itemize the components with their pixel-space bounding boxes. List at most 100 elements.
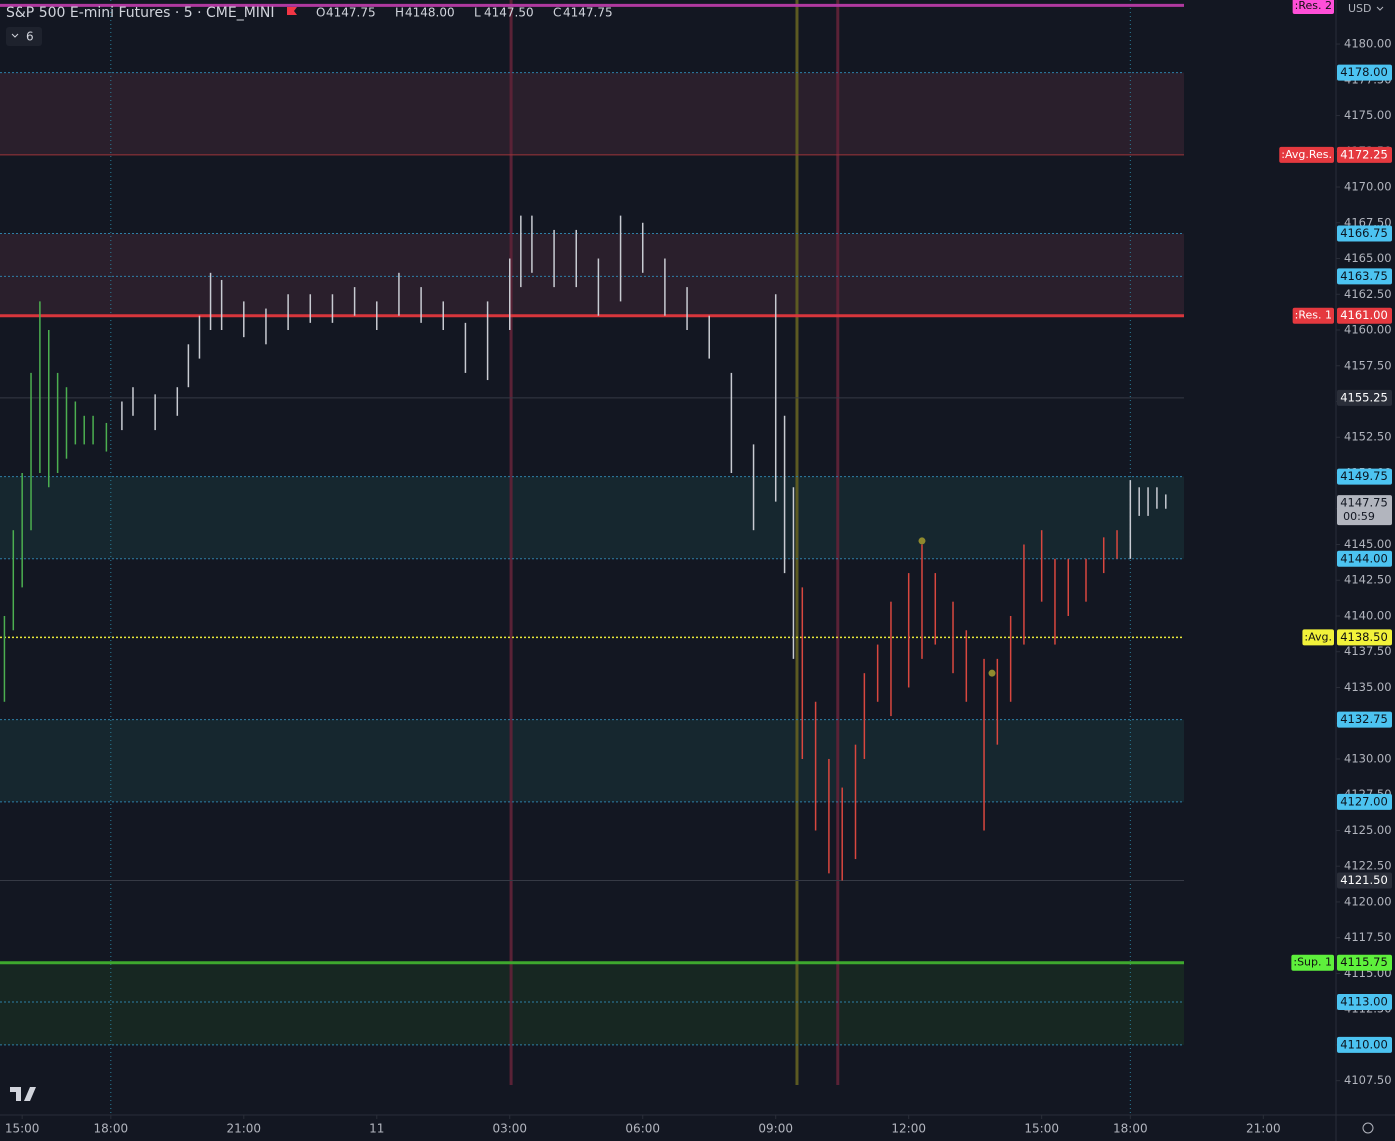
price-label: 4121.50 xyxy=(1340,873,1388,887)
y-tick-label: 4162.50 xyxy=(1344,287,1392,301)
price-label: 4155.25 xyxy=(1340,390,1388,404)
logo-mark xyxy=(10,1087,36,1101)
y-tick-label: 4137.50 xyxy=(1344,644,1392,658)
y-tick-label: 4130.00 xyxy=(1344,751,1392,765)
price-label-bg xyxy=(1337,954,1392,971)
x-tick-label: 09:00 xyxy=(758,1122,793,1136)
symbol-title: S&P 500 E-mini Futures · 5 · CME_MINI xyxy=(6,5,275,21)
price-label: 4127.00 xyxy=(1340,794,1388,808)
price-label-bg xyxy=(1337,793,1392,810)
currency[interactable]: USD xyxy=(1348,2,1372,15)
zone xyxy=(0,719,1184,802)
price-label: 4166.75 xyxy=(1340,226,1388,240)
price-label: 4144.00 xyxy=(1340,551,1388,565)
y-tick-label: 4107.50 xyxy=(1344,1073,1392,1087)
x-tick-label: 18:00 xyxy=(1113,1122,1148,1136)
price-label: 4115.75 xyxy=(1340,955,1388,969)
x-tick-label: 15:00 xyxy=(1024,1122,1059,1136)
price-label-bg xyxy=(1337,268,1392,285)
level-name-bg xyxy=(1291,954,1334,971)
price-label: 4149.75 xyxy=(1340,469,1388,483)
y-tick-label: 4175.00 xyxy=(1344,108,1392,122)
price-label: 4113.00 xyxy=(1340,995,1388,1009)
ohlc-key: C xyxy=(553,6,561,20)
price-label-bg xyxy=(1337,872,1392,889)
x-tick-label: 06:00 xyxy=(625,1122,660,1136)
price-label-bg xyxy=(1337,711,1392,728)
ohlc-key: H xyxy=(395,6,404,20)
chevron xyxy=(11,33,19,38)
price-label: 4132.75 xyxy=(1340,712,1388,726)
price-label-bg xyxy=(1337,550,1392,567)
price-label: 4172.25 xyxy=(1340,147,1388,161)
flag-icon xyxy=(287,7,297,15)
ohlc-value: 4147.75 xyxy=(326,6,376,20)
ohlc-key: L xyxy=(474,6,481,20)
y-tick-label: 4180.00 xyxy=(1344,37,1392,51)
y-tick-label: 4165.00 xyxy=(1344,251,1392,265)
price-label-bg xyxy=(1337,146,1392,163)
logo xyxy=(10,1087,36,1101)
indicator-toggle[interactable] xyxy=(6,27,42,46)
level-name: :Avg.Res. xyxy=(1281,148,1332,161)
y-tick-label: 4160.00 xyxy=(1344,323,1392,337)
level-name-bg xyxy=(1292,307,1334,324)
ohlc-value: 4147.75 xyxy=(563,6,613,20)
y-tick-label: 4140.00 xyxy=(1344,608,1392,622)
x-tick-label: 12:00 xyxy=(891,1122,926,1136)
y-tick-label: 4157.50 xyxy=(1344,358,1392,372)
signal-dot xyxy=(918,537,926,545)
zone xyxy=(0,476,1184,559)
signal-dot xyxy=(988,669,996,677)
y-tick-label: 4125.00 xyxy=(1344,823,1392,837)
ohlc-key: O xyxy=(316,6,325,20)
price-label-bg xyxy=(1337,225,1392,242)
y-tick-label: 4142.50 xyxy=(1344,573,1392,587)
x-tick-label: 18:00 xyxy=(94,1122,129,1136)
zone xyxy=(0,233,1184,316)
y-tick-label: 4145.00 xyxy=(1344,537,1392,551)
y-tick-label: 4120.00 xyxy=(1344,894,1392,908)
current-price: 4147.75 xyxy=(1340,496,1388,510)
chevron xyxy=(1376,6,1384,11)
level-name: :Res. 2 xyxy=(1295,0,1332,12)
settings-icon[interactable] xyxy=(1362,1122,1374,1134)
level-name: :Res. 1 xyxy=(1295,309,1332,322)
x-tick-label: 21:00 xyxy=(1246,1122,1281,1136)
price-label: 4178.00 xyxy=(1340,65,1388,79)
price-label-bg xyxy=(1337,307,1392,324)
y-tick-label: 4122.50 xyxy=(1344,859,1392,873)
zone xyxy=(0,962,1184,1045)
y-tick-label: 4152.50 xyxy=(1344,430,1392,444)
level-name: :Avg. xyxy=(1304,630,1332,643)
ohlc: O 4147.75 H 4148.00 L 4147.50 C 4147.75 xyxy=(316,6,613,20)
level-name-bg xyxy=(1279,146,1334,163)
x-tick-label: 15:00 xyxy=(5,1122,40,1136)
level-name: :Sup. 1 xyxy=(1293,956,1332,969)
level-name-bg xyxy=(1302,629,1334,646)
x-tick-label: 03:00 xyxy=(492,1122,527,1136)
level-name-bg xyxy=(1292,0,1334,14)
y-tick-label: 4117.50 xyxy=(1344,930,1392,944)
x-tick-label: 21:00 xyxy=(226,1122,261,1136)
plot-area xyxy=(0,0,1184,1115)
price-label-bg xyxy=(1337,994,1392,1011)
current-price-bg xyxy=(1337,495,1392,526)
price-label: 4163.75 xyxy=(1340,269,1388,283)
countdown: 00:59 xyxy=(1343,510,1375,523)
price-label-bg xyxy=(1337,468,1392,485)
ohlc-value: 4147.50 xyxy=(484,6,534,20)
price-label: 4161.00 xyxy=(1340,308,1388,322)
price-label-bg xyxy=(1337,1036,1392,1053)
price-label-bg xyxy=(1337,389,1392,406)
y-tick-label: 4170.00 xyxy=(1344,180,1392,194)
indicator-count: 6 xyxy=(26,30,34,44)
x-tick-label: 11 xyxy=(369,1122,384,1136)
y-tick-label: 4135.00 xyxy=(1344,680,1392,694)
price-label: 4110.00 xyxy=(1340,1037,1388,1051)
ohlc-value: 4148.00 xyxy=(405,6,455,20)
